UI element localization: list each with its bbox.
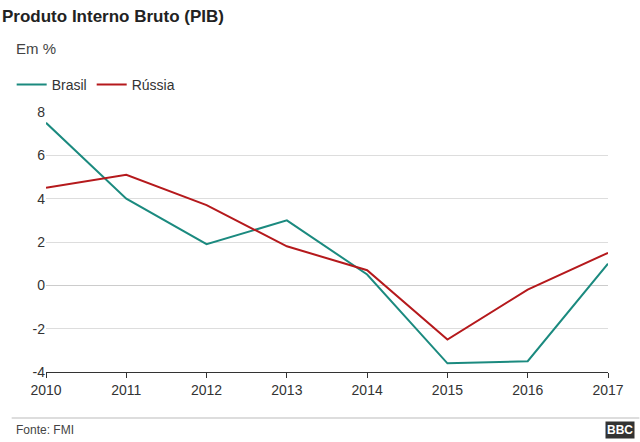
svg-text:2012: 2012 <box>191 382 222 398</box>
svg-text:2011: 2011 <box>111 382 141 398</box>
svg-text:Rússia: Rússia <box>132 77 175 93</box>
svg-text:BBC: BBC <box>607 423 633 437</box>
svg-text:Em %: Em % <box>16 40 56 57</box>
svg-text:-4: -4 <box>33 364 46 380</box>
svg-text:2013: 2013 <box>271 382 302 398</box>
svg-text:2: 2 <box>37 234 45 250</box>
svg-text:8: 8 <box>37 104 45 120</box>
svg-text:2016: 2016 <box>512 382 543 398</box>
svg-text:-2: -2 <box>33 321 46 337</box>
svg-text:Brasil: Brasil <box>52 77 87 93</box>
svg-text:2017: 2017 <box>592 382 623 398</box>
svg-text:Fonte: FMI: Fonte: FMI <box>16 423 74 437</box>
svg-text:6: 6 <box>37 147 45 163</box>
svg-text:2010: 2010 <box>30 382 61 398</box>
svg-text:2014: 2014 <box>352 382 383 398</box>
svg-text:0: 0 <box>37 277 45 293</box>
svg-text:4: 4 <box>37 191 45 207</box>
svg-text:Produto Interno Bruto (PIB): Produto Interno Bruto (PIB) <box>2 7 224 26</box>
svg-text:2015: 2015 <box>432 382 463 398</box>
